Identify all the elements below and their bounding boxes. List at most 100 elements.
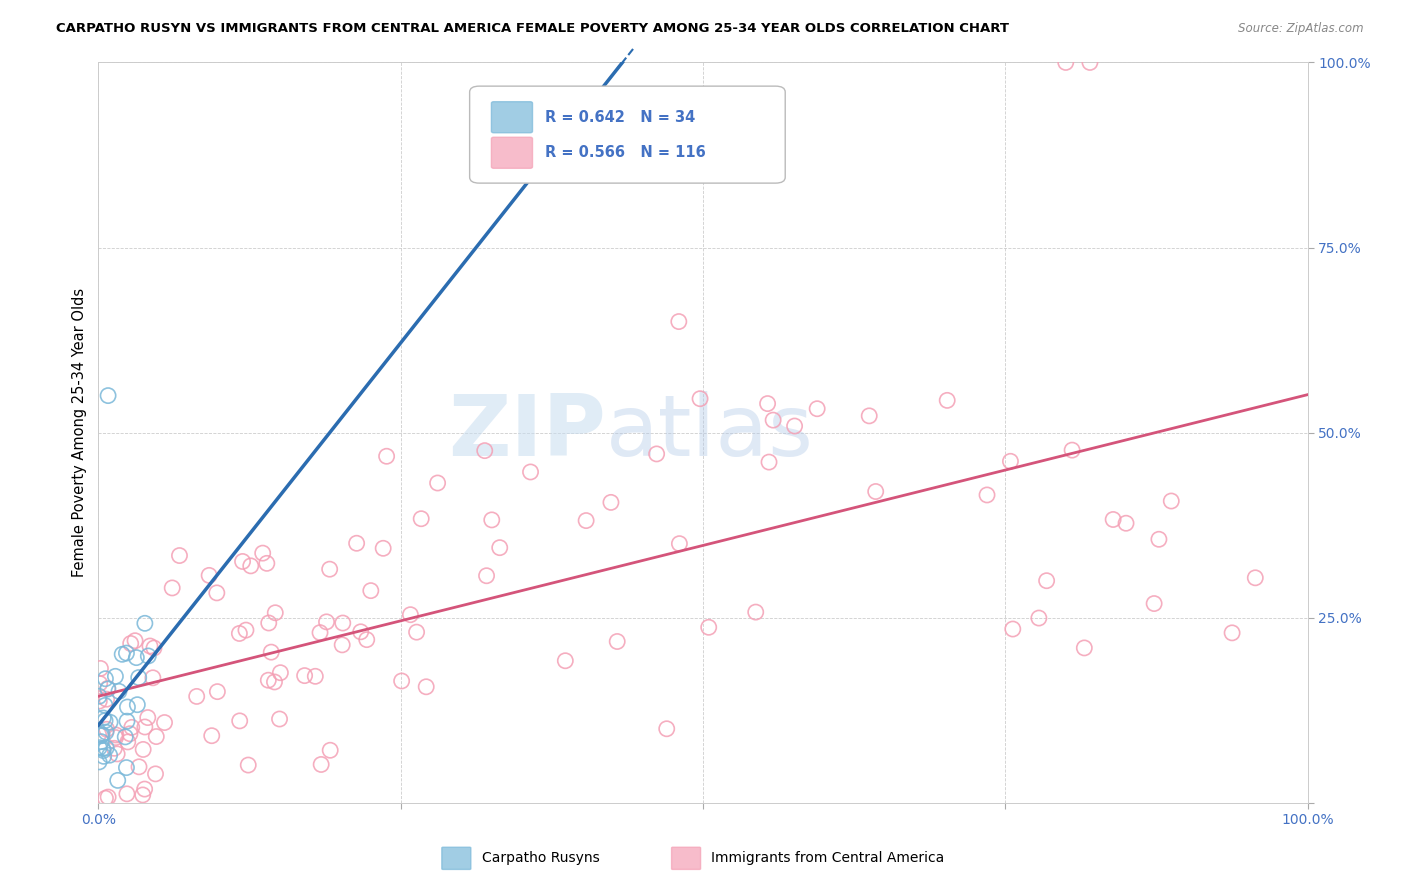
Text: atlas: atlas	[606, 391, 814, 475]
Point	[269, 712, 291, 726]
Point	[257, 615, 280, 630]
FancyBboxPatch shape	[492, 102, 533, 133]
FancyBboxPatch shape	[672, 847, 700, 870]
Point	[668, 536, 690, 550]
Point	[94, 698, 117, 713]
Point	[865, 484, 887, 499]
Point	[89, 661, 111, 675]
Text: ZIP: ZIP	[449, 391, 606, 475]
Text: CARPATHO RUSYN VS IMMIGRANTS FROM CENTRAL AMERICA FEMALE POVERTY AMONG 25-34 YEA: CARPATHO RUSYN VS IMMIGRANTS FROM CENTRA…	[56, 22, 1010, 36]
Point	[474, 443, 496, 458]
Point	[330, 638, 353, 652]
Point	[132, 742, 155, 756]
Point	[655, 722, 678, 736]
Point	[128, 760, 150, 774]
Point	[318, 562, 340, 576]
Point	[93, 749, 115, 764]
Point	[134, 616, 156, 631]
Point	[115, 714, 138, 728]
Point	[127, 698, 149, 712]
Point	[239, 558, 262, 573]
Point	[90, 734, 112, 748]
Point	[201, 729, 224, 743]
Point	[107, 773, 129, 788]
Point	[169, 549, 191, 563]
Point	[294, 668, 316, 682]
Point	[405, 625, 427, 640]
Point	[228, 714, 250, 728]
Point	[124, 633, 146, 648]
Point	[481, 513, 503, 527]
Point	[134, 720, 156, 734]
Point	[697, 620, 720, 634]
Point	[758, 455, 780, 469]
Point	[97, 388, 120, 402]
Point	[145, 767, 167, 781]
Point	[1054, 55, 1077, 70]
Point	[1000, 454, 1022, 468]
Point	[103, 741, 125, 756]
Point	[260, 645, 283, 659]
Point	[309, 625, 332, 640]
Point	[87, 727, 110, 741]
Point	[90, 729, 112, 743]
Point	[373, 541, 395, 556]
Point	[269, 665, 291, 680]
Point	[117, 735, 139, 749]
Point	[132, 788, 155, 802]
Point	[575, 514, 598, 528]
Y-axis label: Female Poverty Among 25-34 Year Olds: Female Poverty Among 25-34 Year Olds	[72, 288, 87, 577]
Point	[238, 758, 260, 772]
Point	[235, 623, 257, 637]
Point	[91, 711, 114, 725]
Point	[120, 636, 142, 650]
Point	[94, 725, 117, 739]
Point	[1220, 625, 1243, 640]
Point	[142, 671, 165, 685]
Point	[668, 314, 690, 328]
Point	[205, 586, 228, 600]
Point	[160, 581, 183, 595]
FancyBboxPatch shape	[441, 847, 471, 870]
Point	[264, 606, 287, 620]
Point	[346, 536, 368, 550]
Point	[519, 465, 541, 479]
Point	[475, 568, 498, 582]
Point	[136, 648, 159, 663]
Point	[136, 710, 159, 724]
Point	[97, 681, 120, 696]
Point	[332, 615, 354, 630]
Point	[121, 720, 143, 734]
Point	[1147, 533, 1170, 547]
Point	[104, 669, 127, 683]
Point	[104, 731, 127, 745]
Point	[89, 740, 111, 755]
Point	[756, 396, 779, 410]
Point	[96, 723, 118, 737]
Point	[115, 646, 138, 660]
Point	[153, 715, 176, 730]
Point	[252, 546, 274, 560]
Point	[315, 615, 337, 629]
Point	[554, 654, 576, 668]
Point	[115, 787, 138, 801]
Point	[91, 728, 114, 742]
Point	[488, 541, 510, 555]
Point	[350, 624, 373, 639]
Point	[94, 672, 117, 686]
Point	[806, 401, 828, 416]
Point	[97, 681, 120, 696]
Point	[228, 626, 250, 640]
Point	[399, 607, 422, 622]
Point	[97, 790, 120, 805]
Point	[1102, 512, 1125, 526]
Point	[108, 684, 131, 698]
Point	[96, 741, 118, 756]
Point	[198, 568, 221, 582]
Point	[356, 632, 378, 647]
Point	[98, 748, 121, 763]
Point	[426, 475, 449, 490]
Point	[256, 557, 278, 571]
Point	[600, 495, 623, 509]
Point	[375, 449, 398, 463]
